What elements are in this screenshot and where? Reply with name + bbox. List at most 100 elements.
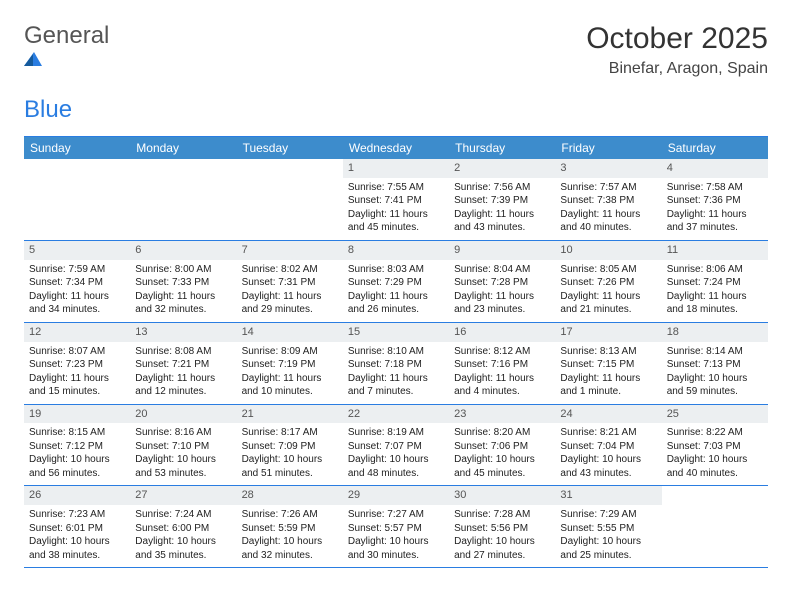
day-number: 1	[343, 159, 449, 178]
sunrise-text: Sunrise: 7:57 AM	[560, 181, 656, 195]
sunrise-text: Sunrise: 8:16 AM	[135, 426, 231, 440]
day-number: 16	[449, 323, 555, 342]
day-number: 20	[130, 405, 236, 424]
day-number: 5	[24, 241, 130, 260]
sunset-text: Sunset: 7:21 PM	[135, 358, 231, 372]
daylight-text: Daylight: 11 hours and 21 minutes.	[560, 290, 656, 317]
daylight-text: Daylight: 11 hours and 10 minutes.	[242, 372, 338, 399]
sunset-text: Sunset: 7:36 PM	[667, 194, 763, 208]
sunrise-text: Sunrise: 7:24 AM	[135, 508, 231, 522]
daylight-text: Daylight: 11 hours and 40 minutes.	[560, 208, 656, 235]
daylight-text: Daylight: 10 hours and 53 minutes.	[135, 453, 231, 480]
day-cell: 8Sunrise: 8:03 AMSunset: 7:29 PMDaylight…	[343, 241, 449, 322]
day-cell: 26Sunrise: 7:23 AMSunset: 6:01 PMDayligh…	[24, 486, 130, 567]
sunrise-text: Sunrise: 7:58 AM	[667, 181, 763, 195]
day-cell: 20Sunrise: 8:16 AMSunset: 7:10 PMDayligh…	[130, 405, 236, 486]
day-cell: 19Sunrise: 8:15 AMSunset: 7:12 PMDayligh…	[24, 405, 130, 486]
sunrise-text: Sunrise: 8:12 AM	[454, 345, 550, 359]
day-number: 25	[662, 405, 768, 424]
daylight-text: Daylight: 11 hours and 34 minutes.	[29, 290, 125, 317]
sunrise-text: Sunrise: 7:29 AM	[560, 508, 656, 522]
sunrise-text: Sunrise: 8:03 AM	[348, 263, 444, 277]
day-cell: 6Sunrise: 8:00 AMSunset: 7:33 PMDaylight…	[130, 241, 236, 322]
sunrise-text: Sunrise: 8:19 AM	[348, 426, 444, 440]
sunset-text: Sunset: 7:12 PM	[29, 440, 125, 454]
daylight-text: Daylight: 11 hours and 26 minutes.	[348, 290, 444, 317]
weekday-header: Sunday Monday Tuesday Wednesday Thursday…	[24, 137, 768, 159]
day-number: 24	[555, 405, 661, 424]
sunset-text: Sunset: 7:19 PM	[242, 358, 338, 372]
day-number: 11	[662, 241, 768, 260]
week-row: 26Sunrise: 7:23 AMSunset: 6:01 PMDayligh…	[24, 486, 768, 568]
sunset-text: Sunset: 5:59 PM	[242, 522, 338, 536]
week-row: 1Sunrise: 7:55 AMSunset: 7:41 PMDaylight…	[24, 159, 768, 241]
day-number	[237, 159, 343, 163]
logo-word1: General	[24, 22, 109, 49]
daylight-text: Daylight: 10 hours and 45 minutes.	[454, 453, 550, 480]
sunrise-text: Sunrise: 7:28 AM	[454, 508, 550, 522]
week-row: 12Sunrise: 8:07 AMSunset: 7:23 PMDayligh…	[24, 323, 768, 405]
day-number: 3	[555, 159, 661, 178]
day-cell: 16Sunrise: 8:12 AMSunset: 7:16 PMDayligh…	[449, 323, 555, 404]
title-block: October 2025 Binefar, Aragon, Spain	[586, 22, 768, 78]
sunrise-text: Sunrise: 8:22 AM	[667, 426, 763, 440]
daylight-text: Daylight: 10 hours and 56 minutes.	[29, 453, 125, 480]
day-cell: 3Sunrise: 7:57 AMSunset: 7:38 PMDaylight…	[555, 159, 661, 240]
day-cell	[130, 159, 236, 240]
day-number: 15	[343, 323, 449, 342]
day-number: 9	[449, 241, 555, 260]
weekday-label: Tuesday	[237, 137, 343, 159]
day-number: 23	[449, 405, 555, 424]
sunset-text: Sunset: 7:03 PM	[667, 440, 763, 454]
logo-sail-icon	[24, 50, 109, 68]
day-cell	[237, 159, 343, 240]
sunrise-text: Sunrise: 8:14 AM	[667, 345, 763, 359]
sunrise-text: Sunrise: 8:10 AM	[348, 345, 444, 359]
day-number: 6	[130, 241, 236, 260]
weekday-label: Monday	[130, 137, 236, 159]
sunrise-text: Sunrise: 8:15 AM	[29, 426, 125, 440]
day-cell: 21Sunrise: 8:17 AMSunset: 7:09 PMDayligh…	[237, 405, 343, 486]
sunset-text: Sunset: 7:18 PM	[348, 358, 444, 372]
day-number: 29	[343, 486, 449, 505]
sunset-text: Sunset: 7:33 PM	[135, 276, 231, 290]
day-cell: 2Sunrise: 7:56 AMSunset: 7:39 PMDaylight…	[449, 159, 555, 240]
day-cell: 30Sunrise: 7:28 AMSunset: 5:56 PMDayligh…	[449, 486, 555, 567]
day-cell: 12Sunrise: 8:07 AMSunset: 7:23 PMDayligh…	[24, 323, 130, 404]
weekday-label: Wednesday	[343, 137, 449, 159]
day-number: 14	[237, 323, 343, 342]
sunrise-text: Sunrise: 8:00 AM	[135, 263, 231, 277]
sunrise-text: Sunrise: 7:26 AM	[242, 508, 338, 522]
daylight-text: Daylight: 11 hours and 12 minutes.	[135, 372, 231, 399]
sunset-text: Sunset: 7:07 PM	[348, 440, 444, 454]
day-cell: 5Sunrise: 7:59 AMSunset: 7:34 PMDaylight…	[24, 241, 130, 322]
day-cell: 7Sunrise: 8:02 AMSunset: 7:31 PMDaylight…	[237, 241, 343, 322]
sunrise-text: Sunrise: 8:21 AM	[560, 426, 656, 440]
weekday-label: Friday	[555, 137, 661, 159]
daylight-text: Daylight: 11 hours and 4 minutes.	[454, 372, 550, 399]
daylight-text: Daylight: 10 hours and 30 minutes.	[348, 535, 444, 562]
sunrise-text: Sunrise: 8:20 AM	[454, 426, 550, 440]
location-label: Binefar, Aragon, Spain	[586, 60, 768, 78]
day-cell: 9Sunrise: 8:04 AMSunset: 7:28 PMDaylight…	[449, 241, 555, 322]
daylight-text: Daylight: 10 hours and 25 minutes.	[560, 535, 656, 562]
sunrise-text: Sunrise: 7:55 AM	[348, 181, 444, 195]
sunrise-text: Sunrise: 8:04 AM	[454, 263, 550, 277]
day-cell: 17Sunrise: 8:13 AMSunset: 7:15 PMDayligh…	[555, 323, 661, 404]
weekday-label: Saturday	[662, 137, 768, 159]
day-number: 4	[662, 159, 768, 178]
sunrise-text: Sunrise: 7:27 AM	[348, 508, 444, 522]
day-cell: 23Sunrise: 8:20 AMSunset: 7:06 PMDayligh…	[449, 405, 555, 486]
week-row: 19Sunrise: 8:15 AMSunset: 7:12 PMDayligh…	[24, 405, 768, 487]
day-cell: 14Sunrise: 8:09 AMSunset: 7:19 PMDayligh…	[237, 323, 343, 404]
day-number: 22	[343, 405, 449, 424]
logo-text: General Blue	[24, 22, 109, 124]
daylight-text: Daylight: 11 hours and 1 minute.	[560, 372, 656, 399]
daylight-text: Daylight: 11 hours and 23 minutes.	[454, 290, 550, 317]
weekday-label: Thursday	[449, 137, 555, 159]
daylight-text: Daylight: 10 hours and 40 minutes.	[667, 453, 763, 480]
day-cell: 22Sunrise: 8:19 AMSunset: 7:07 PMDayligh…	[343, 405, 449, 486]
day-cell: 13Sunrise: 8:08 AMSunset: 7:21 PMDayligh…	[130, 323, 236, 404]
daylight-text: Daylight: 11 hours and 45 minutes.	[348, 208, 444, 235]
day-number	[130, 159, 236, 163]
